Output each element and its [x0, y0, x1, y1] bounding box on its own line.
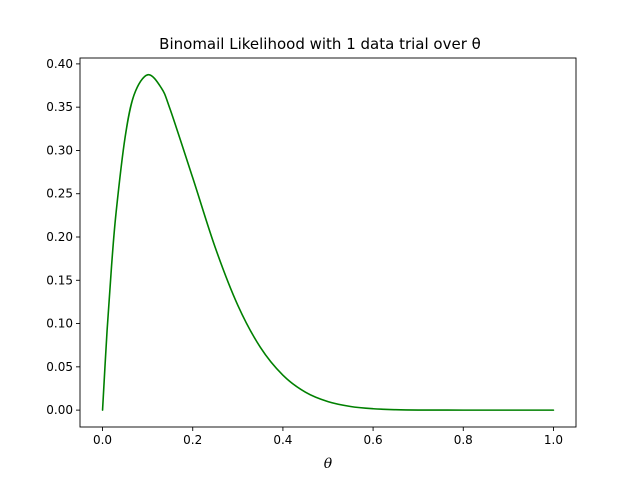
x-tick-label: 0.2: [183, 433, 202, 447]
x-tick-label: 0.4: [273, 433, 292, 447]
y-tick-label: 0.05: [46, 360, 73, 374]
y-tick-label: 0.40: [46, 57, 73, 71]
y-tick-label: 0.30: [46, 143, 73, 157]
plot-frame: [79, 57, 577, 428]
y-tick-label: 0.20: [46, 230, 73, 244]
x-tick-label: 0.8: [454, 433, 473, 447]
series-line-0: [101, 73, 555, 411]
x-tick-label: 0.0: [93, 433, 112, 447]
y-tick-label: 0.00: [46, 403, 73, 417]
chart-title: Binomail Likelihood with 1 data trial ov…: [159, 35, 481, 53]
x-axis-label: θ: [324, 456, 333, 472]
y-tick-label: 0.10: [46, 317, 73, 331]
y-tick-label: 0.35: [46, 100, 73, 114]
plot-area: 0.0 0.2 0.4 0.6 0.8 1.0 0.00 0.05 0.10 0.15 0.20 0.…: [46, 57, 577, 447]
y-tick-label: 0.15: [46, 273, 73, 287]
x-tick-label: 1.0: [544, 433, 563, 447]
y-tick-label: 0.25: [46, 187, 73, 201]
x-tick-label: 0.6: [364, 433, 383, 447]
